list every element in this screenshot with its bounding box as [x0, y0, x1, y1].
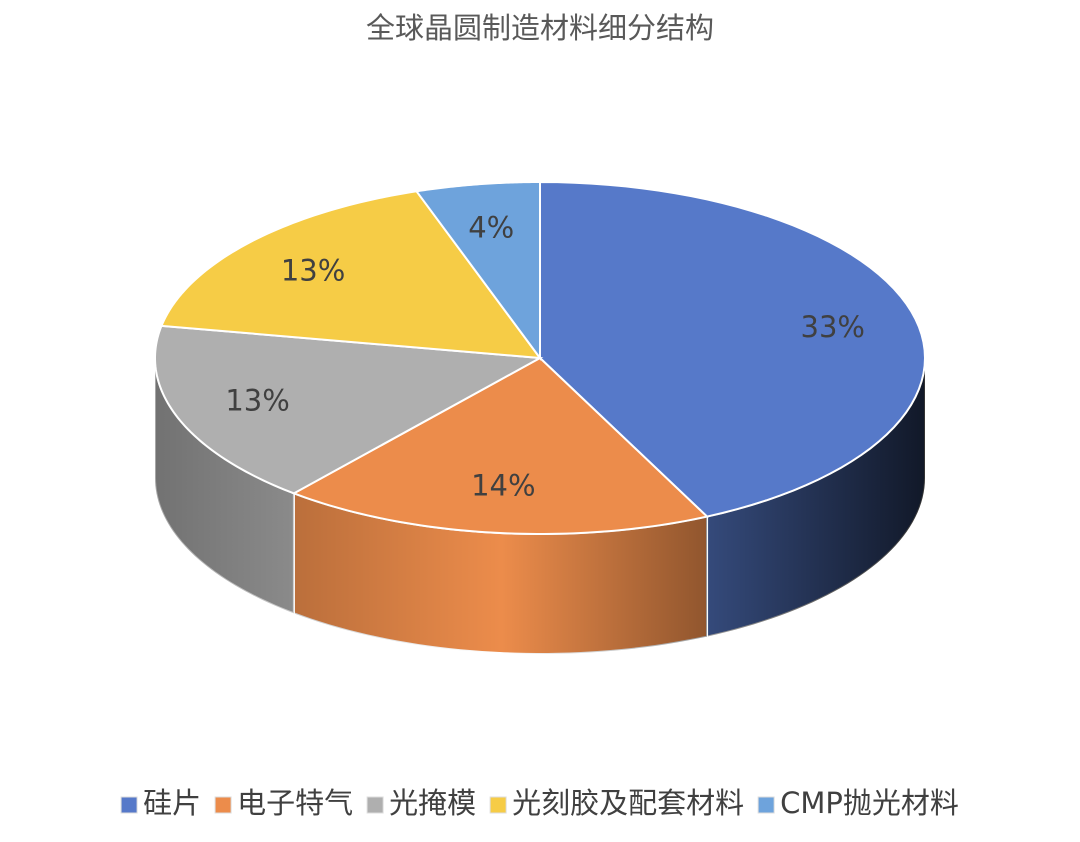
data-labels: 33% 14% 13% 13% 4%: [225, 210, 865, 502]
pie-sides: [154, 357, 926, 655]
legend-swatch: [214, 796, 232, 814]
pie-side-shade: [293, 493, 708, 654]
pie-side-shade: [155, 358, 294, 614]
pie-slice: [414, 180, 541, 362]
pie-side-shade: [707, 358, 925, 637]
chart-title: 全球晶圆制造材料细分结构: [366, 11, 714, 45]
pie-slice: [160, 190, 543, 360]
legend-swatch: [366, 796, 384, 814]
legend-swatch: [489, 796, 507, 814]
pie-slice: [539, 180, 927, 518]
legend-label: 电子特气: [237, 786, 353, 820]
legend-label: CMP抛光材料: [780, 786, 959, 820]
legend-label: 硅片: [143, 786, 201, 820]
legend: 硅片 电子特气 光掩模 光刻胶及配套材料 CMP抛光材料: [120, 786, 959, 820]
data-label: 13%: [225, 383, 289, 417]
pie-tops: [154, 180, 927, 535]
data-label: 33%: [801, 310, 865, 344]
data-label: 4%: [468, 210, 514, 244]
legend-swatch: [120, 796, 138, 814]
data-label: 13%: [281, 254, 345, 288]
legend-swatch: [757, 796, 775, 814]
data-label: 14%: [471, 468, 535, 502]
pie-slice: [291, 356, 710, 535]
pie-slice: [154, 324, 544, 495]
legend-label: 光掩模: [389, 786, 476, 820]
legend-label: 光刻胶及配套材料: [512, 786, 744, 820]
